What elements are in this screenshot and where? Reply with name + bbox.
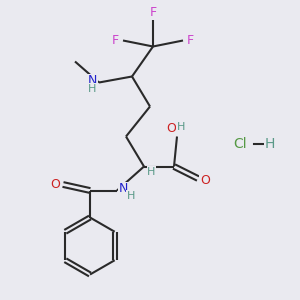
Text: O: O — [51, 178, 60, 191]
Text: H: H — [88, 84, 97, 94]
Text: O: O — [200, 173, 210, 187]
Text: F: F — [149, 5, 157, 19]
Text: F: F — [112, 34, 119, 47]
Text: H: H — [177, 122, 185, 133]
Text: H: H — [127, 191, 135, 201]
Text: H: H — [265, 137, 275, 151]
Text: N: N — [119, 182, 128, 196]
Text: O: O — [166, 122, 176, 135]
Text: F: F — [187, 34, 194, 47]
Text: Cl: Cl — [233, 137, 247, 151]
Text: N: N — [88, 74, 97, 88]
Text: H: H — [147, 167, 156, 177]
